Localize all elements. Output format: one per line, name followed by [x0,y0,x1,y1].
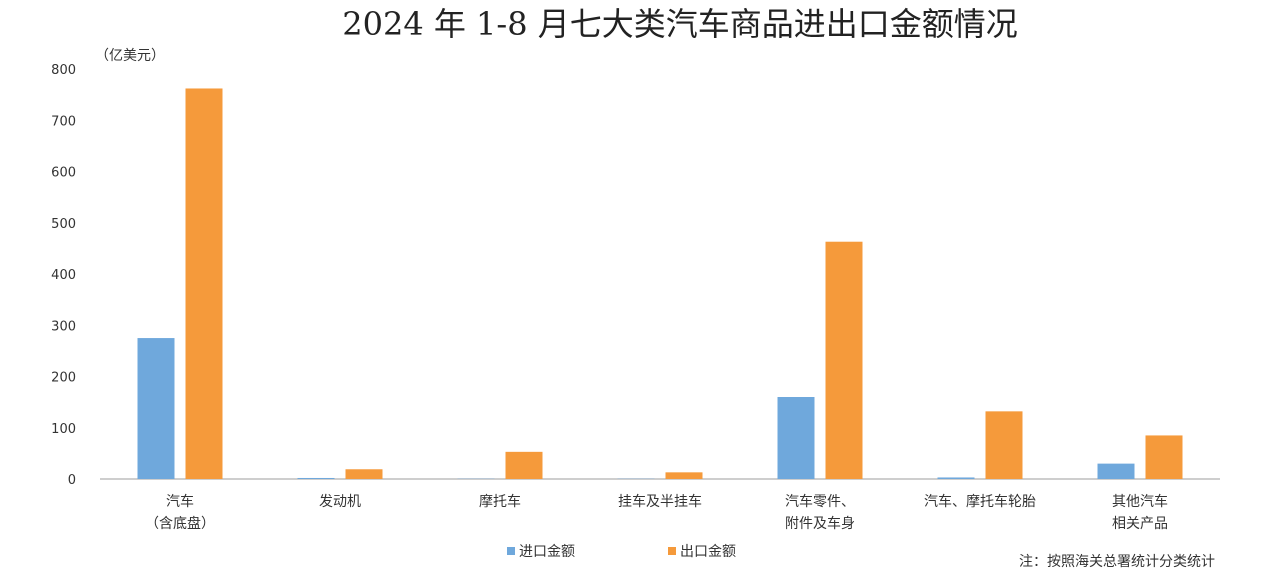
x-tick-label: 其他汽车 [1112,493,1168,510]
x-tick-label: 发动机 [319,494,361,510]
y-tick-label: 400 [51,268,76,283]
y-tick-label: 300 [51,319,76,334]
y-tick-label: 700 [51,114,76,129]
bar-import-6 [1097,463,1135,479]
x-tick-label: 挂车及半挂车 [618,493,702,510]
x-tick-label: 汽车、摩托车轮胎 [924,493,1036,510]
bar-export-0 [185,88,223,479]
legend-label-export: 出口金额 [680,544,736,560]
legend-swatch-export [668,547,676,555]
y-tick-label: 500 [51,217,76,232]
bar-export-2 [505,451,543,479]
y-tick-label: 200 [51,371,76,386]
bar-import-4 [777,397,815,479]
category-labels: 汽车 （含底盘） 发动机 摩托车 挂车及半挂车 汽车零件、附件及车身 汽车、摩托车轮胎 其他汽… [145,493,1168,532]
bar-import-5 [937,477,975,479]
bar-export-5 [985,411,1023,479]
bar-export-1 [345,469,383,479]
legend-swatch-import [507,547,515,555]
chart-title: 2024 年 1-8 月七大类汽车商品进出口金额情况 [342,5,1018,43]
y-tick-label: 0 [68,473,76,488]
bar-import-0 [137,338,175,479]
x-tick-label: 汽车零件、 [785,493,855,510]
legend-label-import: 进口金额 [519,544,575,560]
y-tick-label: 800 [51,63,76,78]
x-tick-label: （含底盘） [145,515,215,532]
bar-export-6 [1145,435,1183,479]
y-tick-label: 600 [51,166,76,181]
bars [137,88,1183,479]
bar-export-3 [665,472,703,479]
y-tick-label: 100 [51,422,76,437]
bar-import-1 [297,477,335,479]
x-tick-label: 相关产品 [1112,516,1168,532]
y-axis-ticks: 0 100 200 300 400 500 600 700 800 [51,63,76,488]
x-tick-label: 汽车 [166,493,194,510]
bar-export-4 [825,241,863,479]
x-tick-label: 附件及车身 [785,515,855,532]
x-tick-label: 摩托车 [479,493,521,510]
y-axis-unit-label: （亿美元） [95,48,165,64]
source-note: 注：按照海关总署统计分类统计 [1019,554,1215,570]
legend: 进口金额 出口金额 [507,544,736,560]
